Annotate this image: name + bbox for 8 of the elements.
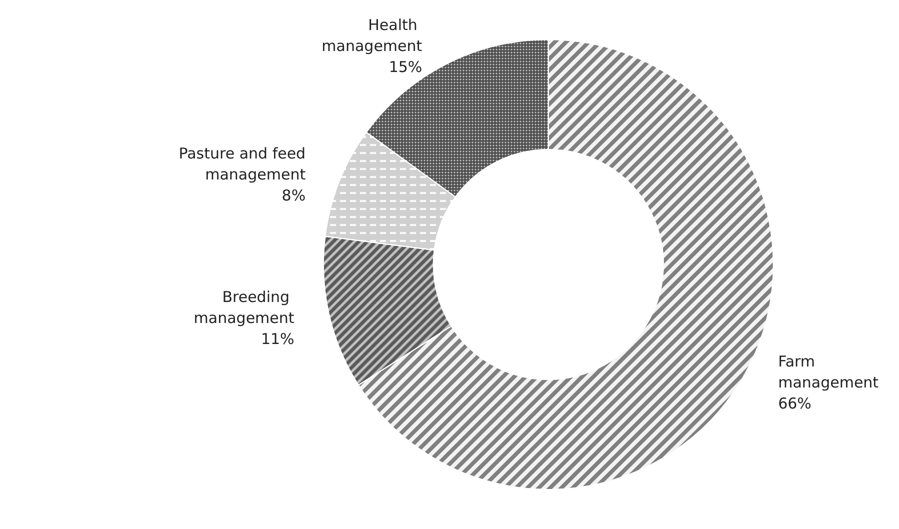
data-label: 66% <box>778 394 812 413</box>
slice-label: Pasture and feed management <box>178 144 306 184</box>
data-label: 8% <box>282 186 306 204</box>
slice-label: Farm management <box>778 352 879 392</box>
slice-label: Breeding management <box>194 288 294 327</box>
slice-label: Health management <box>322 16 422 56</box>
data-label: 15% <box>388 58 422 76</box>
data-label: 11% <box>260 330 294 348</box>
